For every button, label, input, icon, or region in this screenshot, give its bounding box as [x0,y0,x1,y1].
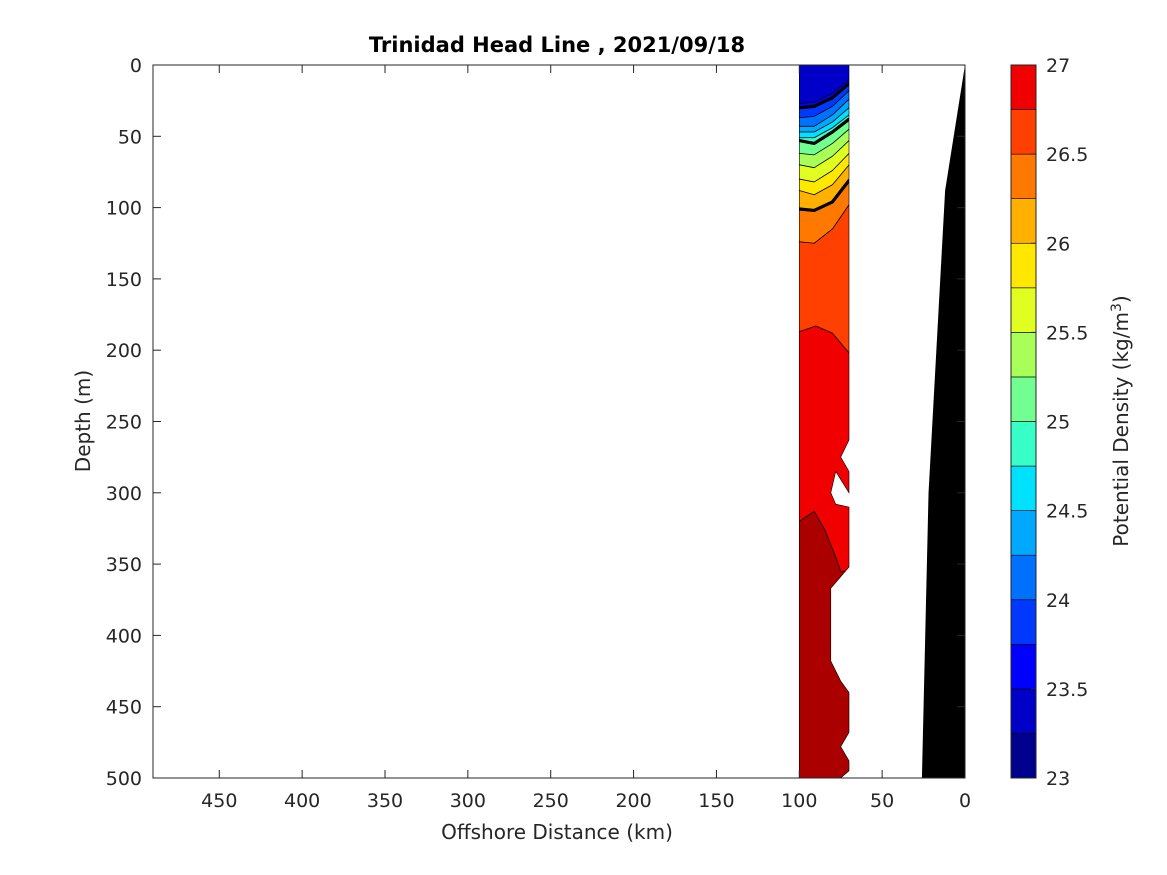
density-band-9 [799,140,849,182]
colorbar-swatch-6 [1010,465,1037,511]
y-tick-label-200: 200 [106,340,142,362]
colorbar-swatch-8 [1010,376,1037,422]
y-tick-label-0: 0 [130,55,142,77]
y-axis-label: Depth (m) [71,370,95,472]
colorbar-tick-label-7: 26.5 [1046,144,1088,166]
density-band-12 [799,180,849,244]
y-tick-label-300: 300 [106,483,142,505]
x-tick-label-200: 200 [615,790,651,812]
y-tick-label-50: 50 [118,126,142,148]
colorbar-tick-label-2: 24 [1046,590,1070,612]
colorbar-tick-label-8: 27 [1046,55,1070,77]
colorbar-tick-label-4: 25 [1046,412,1070,434]
colorbar-swatch-9 [1010,332,1037,378]
contour-line-12 [799,204,849,244]
chart-title: Trinidad Head Line , 2021/09/18 [369,33,745,57]
x-tick-label-0: 0 [959,790,971,812]
x-axis-label: Offshore Distance (km) [441,820,673,844]
density-band-10 [799,153,849,195]
contour-line-3 [799,98,849,127]
contour-line-0 [799,78,849,104]
x-tick-label-250: 250 [533,790,569,812]
colorbar-swatch-13 [1010,153,1037,199]
contour-line-13 [799,325,849,354]
x-tick-label-400: 400 [284,790,320,812]
colorbar-swatch-12 [1010,198,1037,244]
y-tick-label-450: 450 [106,697,142,719]
y-tick-label-400: 400 [106,625,142,647]
colorbar-tick-label-0: 23 [1046,768,1070,790]
colorbar-swatch-15 [1010,64,1037,110]
colorbar-swatch-4 [1010,554,1037,601]
x-tick-label-100: 100 [781,790,817,812]
density-band-5 [799,107,849,138]
contour-line-11 [799,178,849,213]
colorbar-swatch-11 [1010,242,1037,289]
colorbar-label-main: Potential Density (kg/m [1109,312,1133,547]
density-band-surface [799,65,823,87]
x-tick-label-350: 350 [367,790,403,812]
contour-line-14 [799,510,849,572]
colorbar-swatch-5 [1010,510,1037,556]
plot-area [152,64,966,779]
contour-line-9 [799,153,849,183]
colorbar-swatch-0 [1010,733,1037,779]
colorbar-swatch-7 [1010,421,1037,467]
contour-line-6 [799,117,849,146]
contour-line-10 [799,164,849,196]
contour-line-8 [799,140,849,169]
x-tick-label-450: 450 [201,790,237,812]
contour-line-4 [799,107,849,133]
contour-line-2 [799,90,849,119]
bathymetry-shape [921,65,965,778]
y-tick-label-100: 100 [106,198,142,220]
section-outline [798,64,850,779]
colorbar-swatch-1 [1010,688,1037,734]
x-tick-label-150: 150 [698,790,734,812]
colorbar-tick-label-1: 23.5 [1046,679,1088,701]
density-contour-lines [799,78,849,572]
density-band-13 [799,204,849,354]
colorbar-label-superscript: 3 [1109,303,1125,312]
colorbar-label-close: ) [1109,295,1133,303]
colorbar-tick-label-3: 24.5 [1046,501,1088,523]
density-filled-contours [799,65,849,778]
colorbar-label: Potential Density (kg/m3) [1109,295,1133,546]
y-tick-label-250: 250 [106,412,142,434]
x-tick-label-300: 300 [450,790,486,812]
colorbar-tick-label-5: 25.5 [1046,322,1088,344]
contour-line-7 [799,128,849,156]
colorbar-swatch-2 [1010,644,1037,690]
colorbar-swatch-10 [1010,287,1037,333]
y-tick-label-150: 150 [106,269,142,291]
density-band-8 [799,129,849,168]
contour-line-1 [799,81,849,110]
density-band-4 [799,99,849,133]
colorbar-tick-label-6: 26 [1046,233,1070,255]
colorbar-swatch-14 [1010,109,1037,155]
x-tick-label-50: 50 [870,790,894,812]
colorbar-swatch-3 [1010,599,1037,645]
y-tick-label-350: 350 [106,554,142,576]
y-axis: 0 50 100 150 200 250 300 350 400 450 500 [106,55,965,790]
colorbar: 23 23.5 24 24.5 25 25.5 26 26.5 27 [1010,55,1088,790]
x-axis: 450 400 350 300 250 200 150 100 50 0 [201,65,971,812]
contour-line-5 [799,114,849,139]
density-band-14 [799,325,849,572]
y-tick-label-500: 500 [106,768,142,790]
